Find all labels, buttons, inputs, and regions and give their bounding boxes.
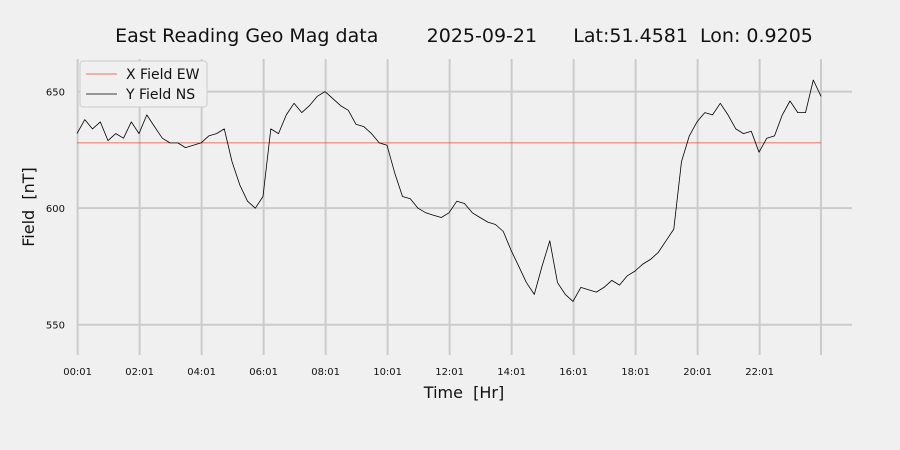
chart-title: East Reading Geo Mag data 2025-09-21 Lat…: [115, 25, 813, 47]
x-tick-label: 18:01: [621, 367, 650, 378]
x-tick-label: 02:01: [125, 367, 154, 378]
y-axis-label: Field [nT]: [19, 167, 38, 247]
x-tick-label: 06:01: [249, 367, 278, 378]
x-tick-label: 04:01: [187, 367, 216, 378]
y-tick-label: 550: [46, 321, 65, 332]
y-tick-labels: 550 600 650: [46, 88, 65, 332]
y-tick-label: 600: [46, 204, 65, 215]
plot-area: [77, 59, 852, 355]
legend-label-x-field: X Field EW: [126, 67, 200, 83]
legend: X Field EW Y Field NS: [79, 60, 208, 108]
x-tick-label: 22:01: [745, 367, 774, 378]
x-tick-label: 20:01: [683, 367, 712, 378]
x-tick-label: 00:01: [63, 367, 92, 378]
series-group: [76, 79, 822, 302]
x-tick-label: 12:01: [435, 367, 464, 378]
x-axis-label: Time [Hr]: [423, 383, 504, 402]
x-tick-label: 14:01: [497, 367, 526, 378]
x-tick-label: 16:01: [559, 367, 588, 378]
series-line-y-field-ns: [76, 79, 822, 302]
x-tick-label: 08:01: [311, 367, 340, 378]
legend-box: [79, 60, 208, 108]
legend-label-y-field: Y Field NS: [125, 87, 195, 103]
x-tick-labels: 00:01 02:01 04:01 06:01 08:01 10:01 12:01 14:01…: [63, 367, 774, 378]
y-tick-label: 650: [46, 88, 65, 99]
x-tick-label: 10:01: [373, 367, 402, 378]
